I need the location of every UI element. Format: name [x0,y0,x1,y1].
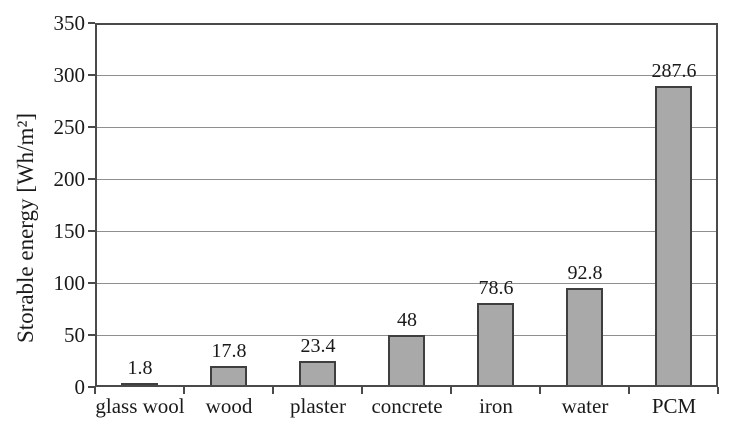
x-category-label-iron: iron [479,394,513,418]
bar-wood [210,366,247,385]
x-category-label-plaster: plaster [290,394,346,418]
bar-water [566,288,603,385]
y-axis-tick-150 [88,230,95,232]
x-category-label-PCM: PCM [651,394,697,418]
x-axis-tick-6 [628,387,630,394]
x-axis-tick-1 [183,387,185,394]
x-category-label-water: water [561,394,609,418]
x-axis-tick-7 [717,387,719,394]
bar-value-label-iron: 78.6 [478,277,514,299]
x-axis-tick-5 [539,387,541,394]
y-axis-tick-250 [88,126,95,128]
y-axis-tick-50 [88,334,95,336]
bar-value-label-wood: 17.8 [211,340,247,362]
x-category-label-concrete: concrete [371,394,443,418]
bar-value-label-water: 92.8 [567,262,603,284]
bar-value-label-PCM: 287.6 [651,60,697,82]
bar-value-label-plaster: 23.4 [300,335,336,357]
y-axis-tick-100 [88,282,95,284]
x-axis-tick-3 [361,387,363,394]
x-axis-tick-0 [94,387,96,394]
plot-frame [95,23,718,387]
gridline-200 [97,179,716,180]
bar-PCM [655,86,692,385]
y-tick-label-100: 100 [53,271,86,295]
y-tick-label-0: 0 [74,375,86,399]
bar-iron [477,303,514,385]
y-tick-label-300: 300 [53,63,86,87]
gridline-300 [97,75,716,76]
x-category-label-wood: wood [205,394,253,418]
y-axis-tick-0 [88,386,95,388]
bar-value-label-concrete: 48 [397,309,417,331]
bar-glass-wool [121,383,158,385]
y-tick-label-150: 150 [53,219,86,243]
y-axis-tick-200 [88,178,95,180]
bar-concrete [388,335,425,385]
bar-plaster [299,361,336,385]
x-category-label-glass-wool: glass wool [95,394,185,418]
gridline-250 [97,127,716,128]
y-tick-label-250: 250 [53,115,86,139]
x-axis-tick-4 [450,387,452,394]
x-axis-tick-2 [272,387,274,394]
gridline-150 [97,231,716,232]
gridline-100 [97,283,716,284]
bar-value-label-glass-wool: 1.8 [127,357,153,379]
y-axis-tick-350 [88,22,95,24]
y-tick-label-200: 200 [53,167,86,191]
y-tick-label-350: 350 [53,11,86,35]
y-axis-tick-300 [88,74,95,76]
y-tick-label-50: 50 [64,323,85,347]
